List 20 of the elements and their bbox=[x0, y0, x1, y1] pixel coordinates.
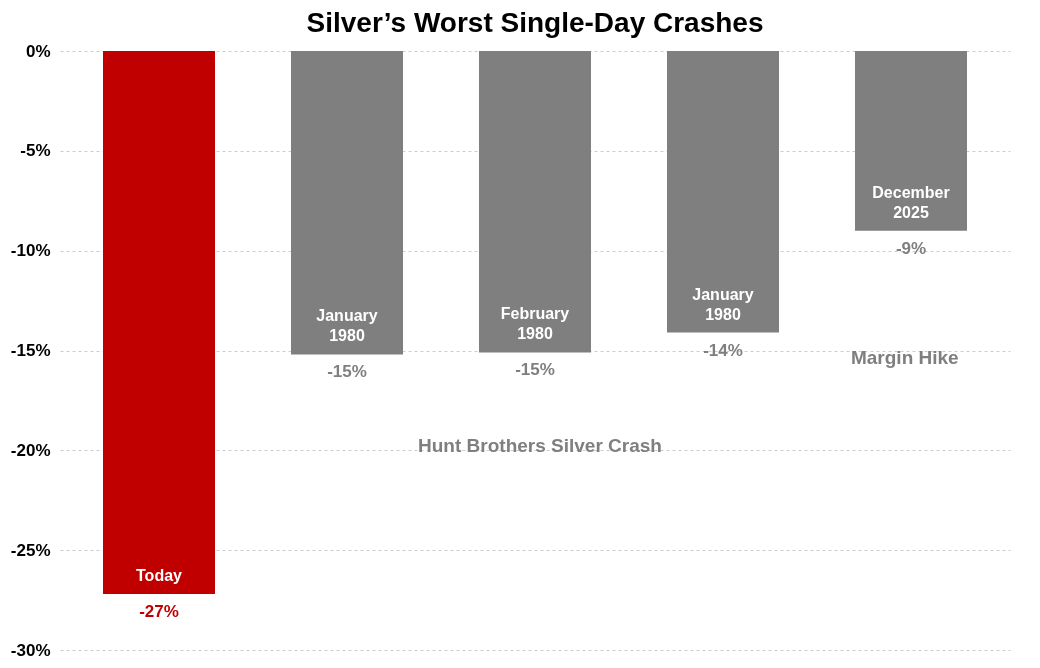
y-tick-label: -5% bbox=[20, 141, 51, 161]
y-tick-label: -20% bbox=[10, 440, 51, 460]
data-label: -15% bbox=[515, 360, 555, 380]
data-label: -14% bbox=[703, 340, 743, 360]
data-label: -15% bbox=[327, 362, 367, 382]
data-label: -27% bbox=[139, 602, 179, 622]
x-tick-label: February 1980 bbox=[500, 305, 570, 343]
x-tick-label: December 2025 bbox=[872, 183, 950, 221]
y-tick-label: -10% bbox=[10, 241, 51, 261]
y-tick-label: -25% bbox=[10, 540, 51, 560]
x-tick-label: January 1980 bbox=[316, 307, 378, 345]
y-tick-label: -30% bbox=[10, 640, 51, 660]
annotation: Margin Hike bbox=[850, 346, 959, 368]
x-tick-label: Today bbox=[136, 567, 183, 585]
data-label: -9% bbox=[895, 238, 927, 258]
x-tick-label: January 1980 bbox=[692, 285, 754, 323]
y-tick-label: 0% bbox=[25, 41, 51, 61]
chart-title: Silver’s Worst Single-Day Crashes bbox=[306, 7, 764, 38]
y-tick-label: -15% bbox=[10, 341, 51, 360]
annotation: Hunt Brothers Silver Crash bbox=[418, 435, 662, 457]
